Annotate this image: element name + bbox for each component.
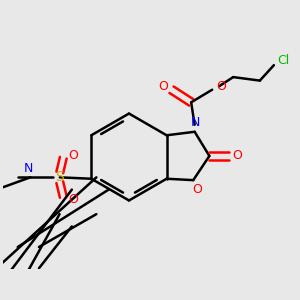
Text: O: O — [68, 193, 78, 206]
Text: S: S — [56, 170, 64, 184]
Text: N: N — [191, 116, 200, 129]
Text: O: O — [192, 183, 202, 196]
Text: O: O — [216, 80, 226, 93]
Text: O: O — [232, 149, 242, 163]
Text: N: N — [24, 162, 34, 175]
Text: O: O — [68, 149, 78, 162]
Text: O: O — [158, 80, 168, 93]
Text: Cl: Cl — [278, 55, 290, 68]
